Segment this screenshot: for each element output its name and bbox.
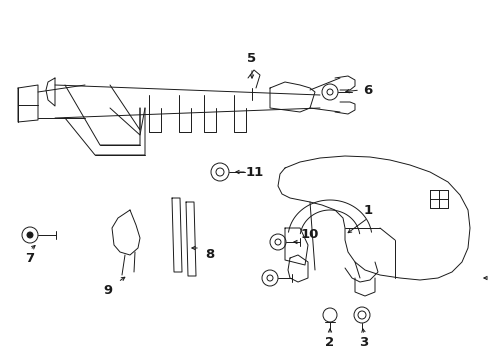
Text: 1: 1 <box>363 203 372 216</box>
Text: 11: 11 <box>245 166 264 179</box>
Text: 7: 7 <box>25 252 35 265</box>
Circle shape <box>27 232 33 238</box>
Text: 5: 5 <box>247 51 256 64</box>
Text: 2: 2 <box>325 336 334 348</box>
Text: 9: 9 <box>103 284 112 297</box>
Text: 3: 3 <box>359 336 368 348</box>
Text: 8: 8 <box>205 248 214 261</box>
Text: 6: 6 <box>363 84 372 96</box>
Text: 10: 10 <box>300 229 319 242</box>
